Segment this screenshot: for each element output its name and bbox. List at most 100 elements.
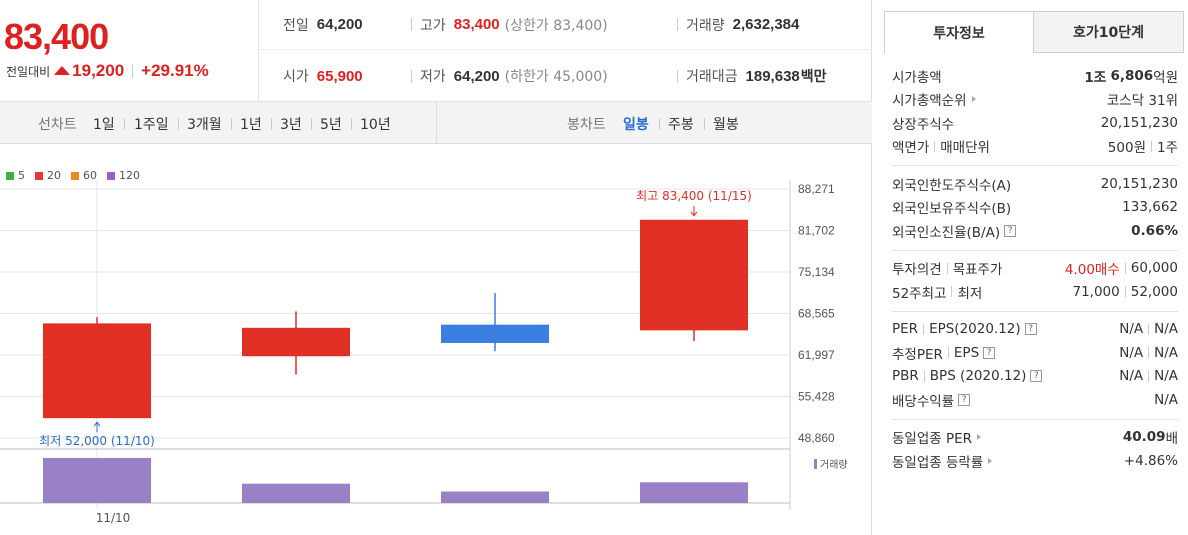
help-icon[interactable]: ?	[1024, 323, 1037, 336]
caret-right-icon	[971, 96, 976, 103]
sector-per: 40.09	[1122, 429, 1166, 446]
market-cap-unit: 억원	[1153, 69, 1178, 86]
bps-value: N/A	[1154, 368, 1178, 385]
sector-per-unit: 배	[1165, 431, 1178, 448]
volume-label: 거래량	[686, 17, 725, 34]
eps-value: N/A	[1154, 321, 1178, 338]
info-label-text: EPS(2020.12)	[929, 321, 1021, 338]
info-label: PBR BPS (2020.12)?	[892, 368, 1043, 385]
current-price: 83,400	[4, 16, 109, 57]
period-1y[interactable]: 1년	[240, 117, 262, 133]
divider	[1124, 286, 1126, 298]
market-cap-jo: 1조	[1084, 69, 1107, 86]
info-label: 52주최고 최저	[892, 282, 982, 302]
lower-limit: (하한가 45,000)	[504, 69, 608, 85]
volume-bar	[441, 491, 549, 503]
amount-cell: 거래대금 189,638 백만	[677, 66, 827, 86]
info-value: N/A	[1154, 391, 1178, 408]
candle-monthly[interactable]: 월봉	[713, 117, 739, 133]
period-1d[interactable]: 1일	[93, 117, 115, 133]
high-label: 고가	[420, 17, 446, 34]
info-value: 0.66%	[1131, 223, 1178, 239]
info-label: 동일업종 등락률	[892, 451, 993, 471]
foreign-ratio: 0.66%	[1131, 222, 1178, 239]
info-row-sector-change[interactable]: 동일업종 등락률 +4.86%	[892, 449, 1178, 473]
divider	[1150, 140, 1152, 152]
info-label-text: 외국인소진율(B/A)	[892, 224, 1001, 241]
candle-daily[interactable]: 일봉	[623, 117, 649, 133]
divider	[947, 347, 949, 359]
period-10y[interactable]: 10년	[360, 117, 391, 133]
week52-high: 71,000	[1072, 283, 1120, 300]
info-label-text: 추정PER	[892, 346, 943, 363]
help-icon[interactable]: ?	[1030, 370, 1043, 383]
info-row-sector-per[interactable]: 동일업종 PER 40.09 배	[892, 426, 1178, 450]
down-arrow-icon	[690, 205, 698, 217]
quote-row-1: 전일 64,200 고가 83,400 (상한가 83,400) 거래량 2,6…	[259, 0, 872, 50]
help-icon[interactable]: ?	[958, 393, 971, 406]
market-cap-eok: 6,806	[1110, 67, 1154, 84]
legend-item-ma60[interactable]: 60	[71, 169, 97, 182]
info-row-face-value: 액면가 매매단위 500원 1주	[892, 135, 1178, 159]
divider	[659, 118, 660, 130]
volume-value: 2,632,384	[732, 16, 800, 33]
week52-low: 52,000	[1130, 283, 1178, 300]
pbr-value: N/A	[1119, 368, 1144, 385]
divider	[1148, 347, 1150, 359]
divider	[411, 18, 412, 31]
help-icon[interactable]: ?	[1004, 224, 1017, 237]
y-tick-label: 48,860	[798, 431, 835, 445]
low-cell: 저가 64,200 (하한가 45,000)	[411, 66, 608, 86]
divider	[1124, 262, 1126, 274]
info-row-market-cap-rank[interactable]: 시가총액순위 코스닥 31위	[892, 88, 1178, 112]
legend-item-ma120[interactable]: 120	[107, 169, 140, 182]
info-label: 액면가 매매단위	[892, 136, 990, 156]
legend-item-ma20[interactable]: 20	[35, 169, 61, 182]
info-label: 시가총액순위	[892, 89, 976, 109]
info-label: 상장주식수	[892, 116, 955, 133]
divider	[892, 249, 1178, 251]
tab-order-book-10[interactable]: 호가10단계	[1034, 11, 1184, 53]
y-tick-label: 68,565	[798, 307, 835, 321]
divider	[411, 69, 412, 83]
period-selector-bar: 선차트 1일 1주일 3개월 1년 3년 5년 10년 봉차트 일봉 주봉 월봉	[0, 102, 872, 144]
candle-weekly[interactable]: 주봉	[668, 117, 694, 133]
period-1w[interactable]: 1주일	[134, 117, 169, 133]
info-row-foreign-limit: 외국인한도주식수(A) 20,151,230	[892, 172, 1178, 196]
change-percent: +29.91%	[141, 61, 209, 80]
per-value: N/A	[1119, 321, 1144, 338]
high-value: 83,400	[453, 16, 500, 33]
help-icon[interactable]: ?	[983, 346, 996, 359]
open-value: 65,900	[316, 67, 363, 85]
legend-swatch	[71, 172, 79, 180]
legend-swatch	[35, 172, 43, 180]
candle-body	[441, 324, 549, 343]
legend-label: 20	[47, 169, 61, 182]
divider	[677, 18, 678, 31]
info-row-per: PER EPS(2020.12)? N/A N/A	[892, 318, 1178, 342]
period-5y[interactable]: 5년	[320, 117, 342, 133]
est-eps-value: N/A	[1154, 344, 1178, 361]
volume-bar	[43, 457, 151, 503]
candle-body	[640, 219, 748, 331]
trade-unit: 1주	[1156, 140, 1178, 157]
volume-bar	[242, 483, 350, 503]
info-label-text: PER	[892, 321, 919, 338]
target-price: 60,000	[1130, 260, 1178, 277]
period-3y[interactable]: 3년	[280, 117, 302, 133]
legend-item-ma5[interactable]: 5	[6, 169, 25, 182]
candlestick-chart[interactable]: 88,271 81,702 75,134 68,565 61,997 55,428 48,8…	[0, 150, 871, 535]
upper-limit: (상한가 83,400)	[504, 17, 608, 34]
info-value: 코스닥 31위	[1106, 93, 1178, 110]
info-label-text: 액면가	[892, 140, 930, 157]
open-label: 시가	[283, 69, 309, 85]
info-label-text: 배당수익률	[892, 393, 955, 410]
divider	[923, 323, 925, 335]
amount-unit: 백만	[800, 69, 827, 85]
info-label-text: PBR	[892, 368, 919, 385]
prev-close-value: 64,200	[316, 16, 363, 33]
change-amount: 19,200	[72, 61, 125, 80]
period-3m[interactable]: 3개월	[187, 117, 222, 133]
tab-investment-info[interactable]: 투자정보	[884, 11, 1034, 53]
legend-label: 5	[18, 169, 25, 182]
